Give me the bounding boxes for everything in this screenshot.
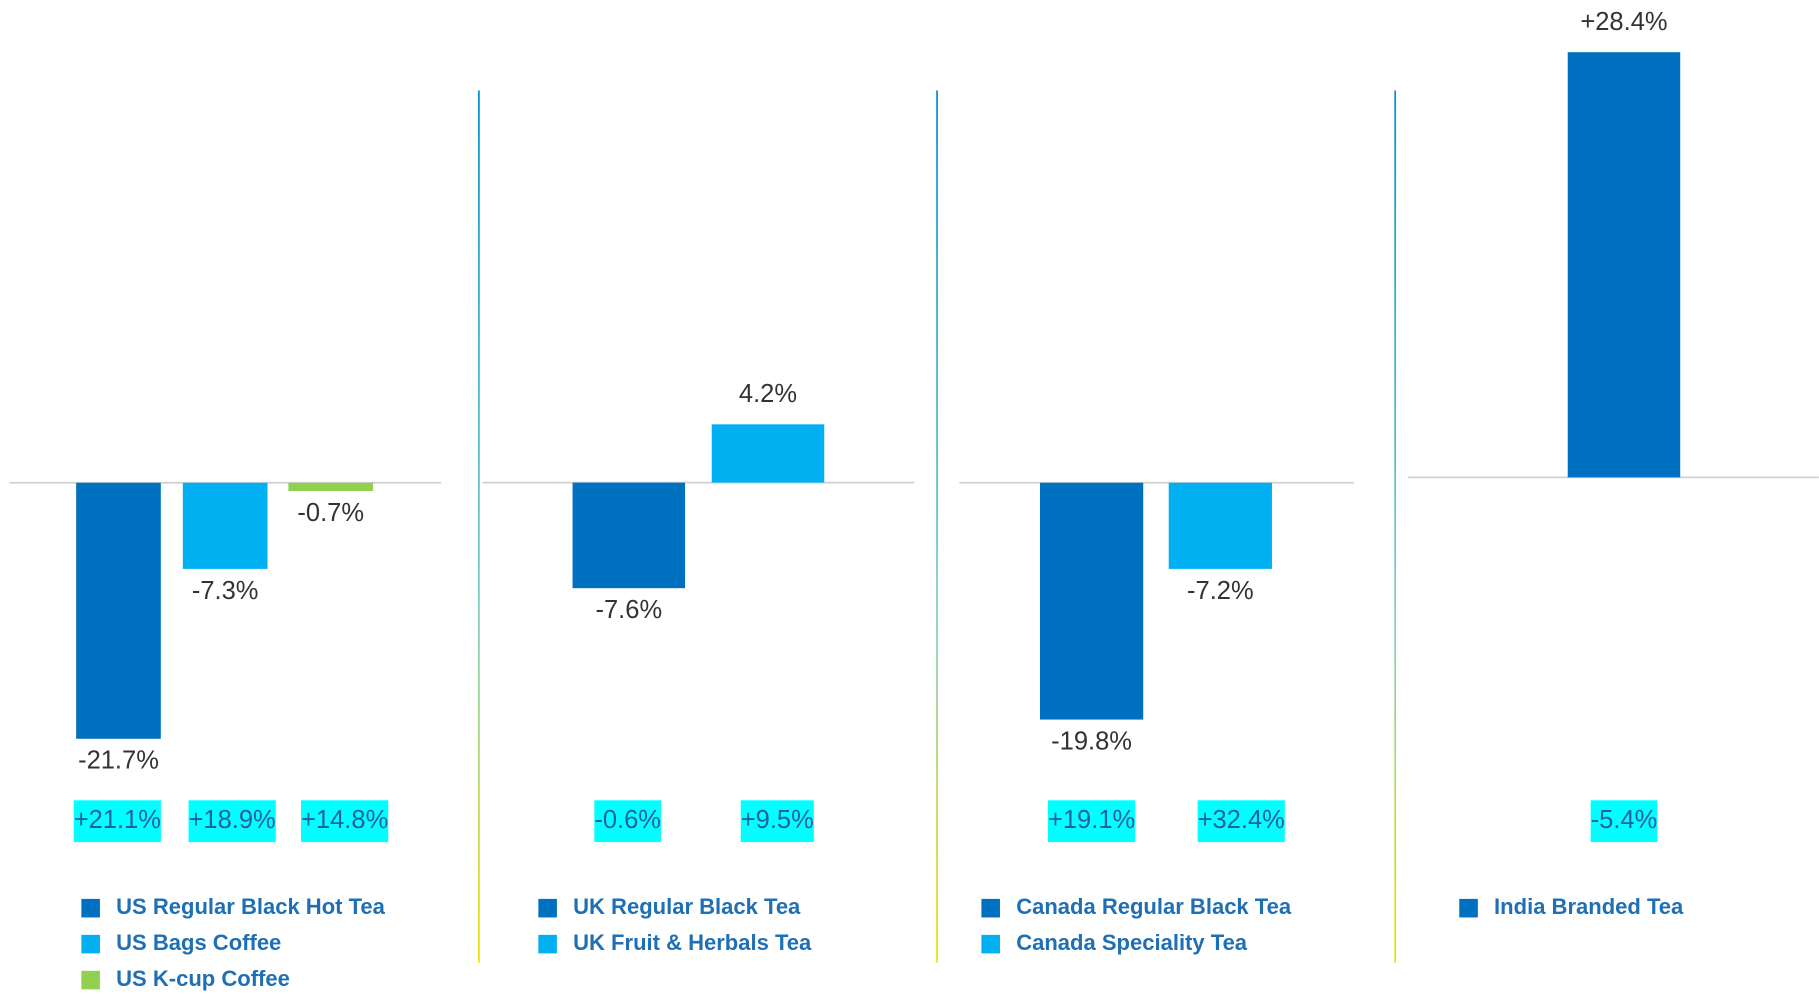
highlight-label: +32.4% bbox=[1198, 806, 1285, 834]
bar bbox=[182, 482, 268, 569]
bar bbox=[1168, 482, 1272, 569]
highlight-box bbox=[1047, 800, 1136, 843]
divider bbox=[936, 90, 938, 963]
legend-swatch bbox=[81, 898, 100, 918]
legend-label: US Bags Coffee bbox=[116, 930, 281, 955]
value-label: -7.6% bbox=[596, 596, 663, 624]
highlight-label: +21.1% bbox=[74, 806, 161, 834]
divider bbox=[1394, 90, 1397, 963]
legend-label: US Regular Black Hot Tea bbox=[116, 894, 386, 919]
bar bbox=[288, 482, 374, 492]
highlight-box bbox=[1590, 800, 1658, 843]
highlight-box bbox=[740, 800, 814, 843]
highlight-label: +9.5% bbox=[741, 806, 814, 834]
legend-swatch bbox=[81, 970, 100, 990]
highlight-box bbox=[188, 800, 276, 843]
bar bbox=[1039, 482, 1144, 720]
legend-swatch bbox=[981, 934, 1000, 954]
highlight-box bbox=[301, 800, 389, 843]
legend-swatch bbox=[981, 898, 1000, 918]
divider bbox=[478, 90, 480, 963]
value-label: -21.7% bbox=[78, 747, 159, 775]
legend-label: UK Fruit & Herbals Tea bbox=[573, 930, 812, 955]
legend-label: US K-cup Coffee bbox=[116, 966, 290, 991]
value-label: -7.3% bbox=[192, 577, 259, 605]
bar bbox=[1567, 52, 1681, 478]
highlight-label: -0.6% bbox=[594, 806, 661, 834]
legend-swatch bbox=[81, 934, 100, 954]
legend-label: India Branded Tea bbox=[1494, 894, 1684, 919]
highlight-label: +19.1% bbox=[1048, 806, 1135, 834]
highlight-box bbox=[73, 800, 161, 843]
highlight-label: +14.8% bbox=[301, 806, 388, 834]
value-label: +28.4% bbox=[1580, 8, 1667, 36]
legend-swatch bbox=[1459, 898, 1478, 918]
legend-label: UK Regular Black Tea bbox=[573, 894, 801, 919]
legend-swatch bbox=[538, 898, 557, 918]
value-label: -0.7% bbox=[297, 499, 364, 527]
highlight-label: +18.9% bbox=[189, 806, 276, 834]
bar bbox=[711, 424, 825, 483]
bar bbox=[572, 482, 686, 589]
value-label: -7.2% bbox=[1187, 577, 1254, 605]
bar bbox=[76, 482, 161, 739]
highlight-box bbox=[594, 800, 661, 843]
value-label: 4.2% bbox=[739, 380, 797, 408]
legend-label: Canada Regular Black Tea bbox=[1016, 894, 1292, 919]
legend-label: Canada Speciality Tea bbox=[1016, 930, 1248, 955]
legend-swatch bbox=[538, 934, 557, 954]
highlight-label: -5.4% bbox=[1591, 806, 1658, 834]
highlight-box bbox=[1197, 800, 1285, 843]
value-label: -19.8% bbox=[1051, 728, 1132, 756]
